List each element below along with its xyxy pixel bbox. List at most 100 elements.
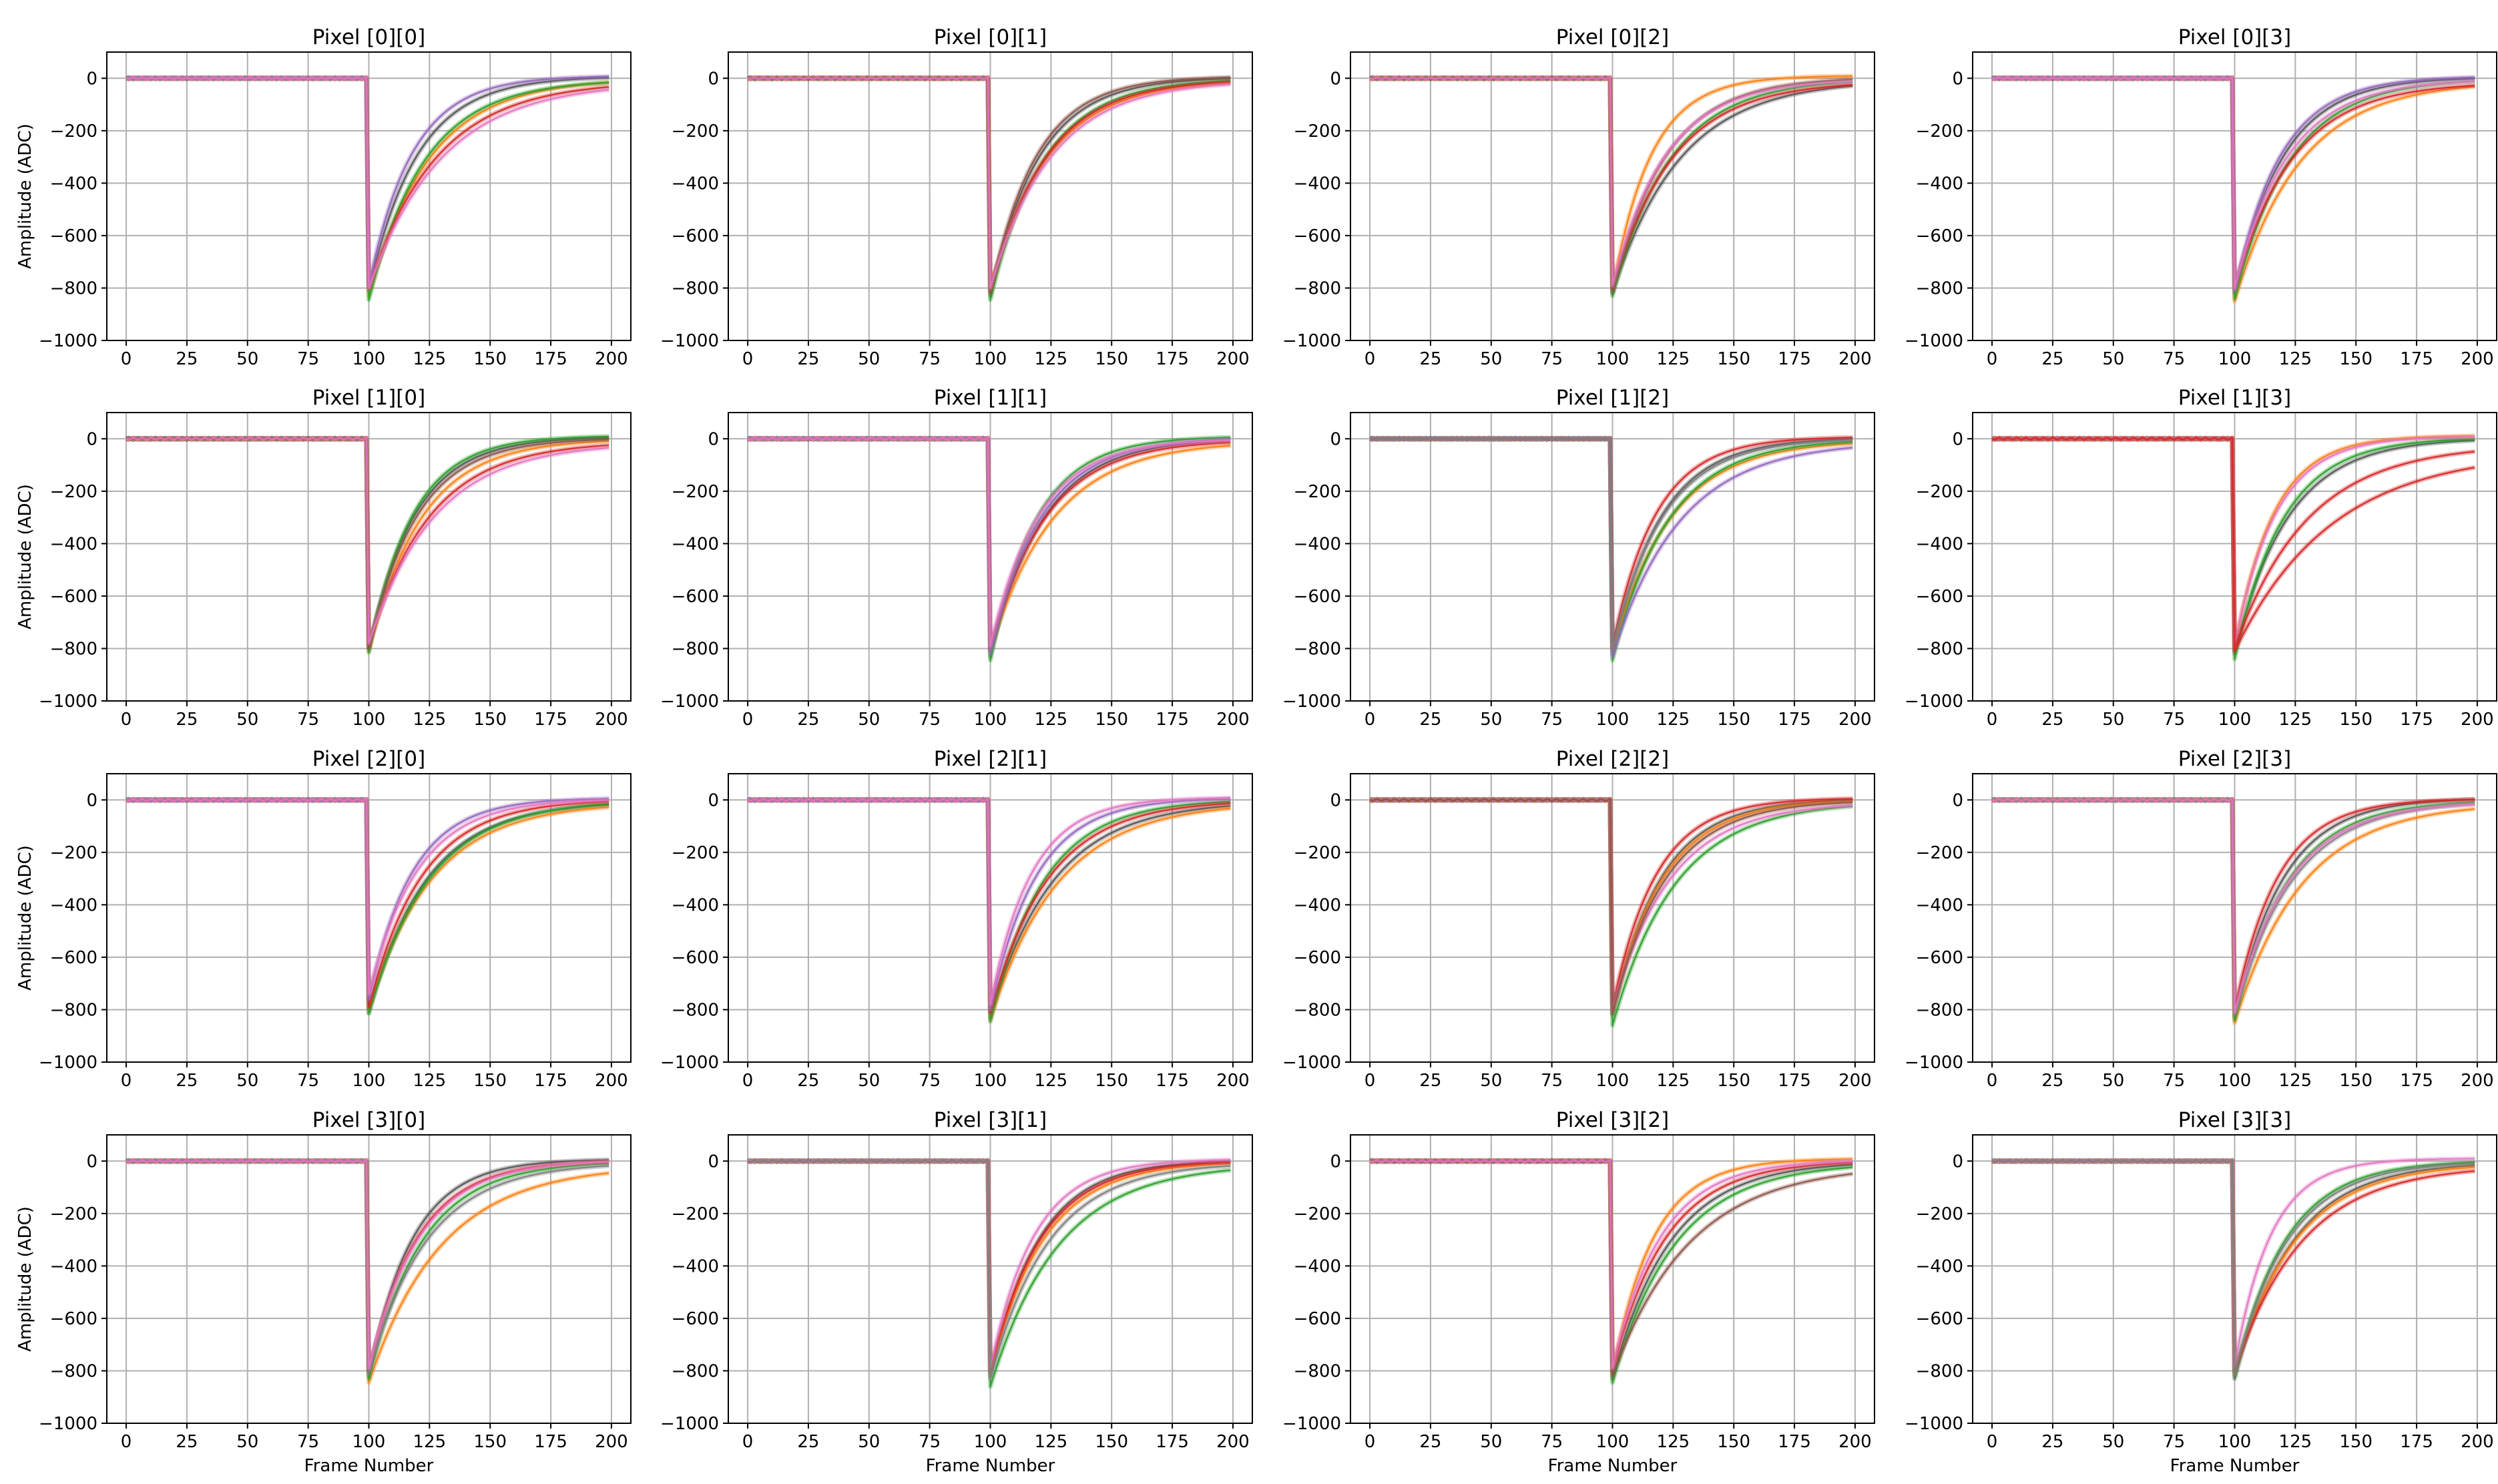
- y-tick-label: −200: [1916, 121, 1963, 142]
- x-tick-label: 50: [2102, 1071, 2124, 1091]
- x-tick-label: 150: [1717, 349, 1750, 369]
- x-tick-label: 100: [352, 349, 386, 369]
- x-tick-label: 25: [1419, 710, 1441, 730]
- x-tick-label: 125: [413, 349, 447, 369]
- subplot-title: Pixel [1][0]: [312, 386, 425, 410]
- x-tick-label: 0: [742, 349, 754, 369]
- x-tick-label: 100: [1596, 1071, 1630, 1091]
- y-tick-label: −400: [672, 534, 719, 554]
- x-tick-label: 100: [974, 710, 1007, 730]
- subplot-title: Pixel [0][3]: [2178, 25, 2291, 49]
- x-tick-label: 50: [2102, 710, 2124, 730]
- series-group: [1368, 796, 1853, 1028]
- y-tick-label: −800: [1916, 278, 1963, 298]
- y-tick-label: −200: [672, 121, 719, 142]
- y-tick-label: 0: [1952, 429, 1963, 449]
- x-tick-label: 25: [176, 349, 198, 369]
- series-group: [1991, 75, 2475, 304]
- y-tick-label: −400: [672, 895, 719, 915]
- x-tick-label: 150: [2339, 1071, 2372, 1091]
- subplot-title: Pixel [3][1]: [934, 1108, 1047, 1132]
- x-tick-label: 75: [919, 710, 941, 730]
- y-tick-label: −800: [1294, 1361, 1341, 1381]
- x-tick-label: 50: [858, 1432, 880, 1452]
- y-tick-label: 0: [1330, 1152, 1341, 1172]
- x-tick-label: 25: [797, 1071, 819, 1091]
- y-tick-label: −600: [672, 1309, 719, 1329]
- subplot-2-3: 0 25 50 75 100 125 150 175 200 0 −200 −400 −600 −800 −…: [1905, 747, 2497, 1091]
- y-tick-label: −1000: [1905, 1414, 1963, 1434]
- y-tick-label: −400: [672, 1256, 719, 1276]
- x-tick-label: 175: [534, 349, 567, 369]
- subplot-title: Pixel [1][1]: [934, 386, 1047, 410]
- x-tick-label: 175: [1156, 710, 1189, 730]
- x-tick-label: 50: [2102, 349, 2124, 369]
- y-tick-label: −200: [672, 482, 719, 502]
- series-line: [1991, 437, 2475, 650]
- x-tick-label: 100: [2218, 710, 2252, 730]
- subplot-0-2: 0 25 50 75 100 125 150 175 200 0 −200 −400 −600 −800 −…: [1282, 25, 1875, 369]
- series-line: [747, 1159, 1231, 1380]
- series-group: [746, 75, 1231, 302]
- x-tick-label: 50: [236, 349, 258, 369]
- x-tick-label: 150: [473, 1071, 507, 1091]
- x-tick-label: 75: [297, 710, 319, 730]
- x-tick-label: 0: [742, 1071, 754, 1091]
- series-line: [747, 76, 1231, 289]
- x-tick-label: 150: [473, 710, 507, 730]
- y-tick-label: −200: [50, 482, 97, 502]
- y-tick-label: 0: [1330, 69, 1341, 89]
- x-tick-label: 175: [1156, 1432, 1189, 1452]
- x-tick-label: 175: [1156, 349, 1189, 369]
- x-tick-label: 25: [2041, 1432, 2063, 1452]
- x-tick-label: 200: [2461, 710, 2494, 730]
- series-group: [1368, 73, 1853, 298]
- x-tick-label: 125: [413, 1071, 447, 1091]
- x-tick-label: 175: [2400, 1432, 2433, 1452]
- subplot-2-2: 0 25 50 75 100 125 150 175 200 0 −200 −400 −600 −800 −…: [1282, 747, 1875, 1091]
- y-tick-label: −400: [1294, 174, 1341, 194]
- x-tick-label: 100: [974, 1071, 1007, 1091]
- y-tick-label: −1000: [39, 331, 97, 351]
- x-tick-label: 75: [1541, 349, 1563, 369]
- subplot-1-2: 0 25 50 75 100 125 150 175 200 0 −200 −400 −600 −800 −…: [1282, 386, 1875, 730]
- x-tick-label: 50: [2102, 1432, 2124, 1452]
- x-tick-label: 175: [534, 1432, 567, 1452]
- x-tick-label: 150: [1095, 1432, 1128, 1452]
- x-tick-label: 25: [1419, 1071, 1441, 1091]
- y-tick-label: −200: [50, 1204, 97, 1224]
- x-tick-label: 125: [1035, 349, 1068, 369]
- subplot-title: Pixel [3][2]: [1556, 1108, 1669, 1132]
- x-tick-label: 75: [919, 349, 941, 369]
- x-tick-label: 175: [2400, 710, 2433, 730]
- x-tick-label: 0: [121, 349, 132, 369]
- x-tick-label: 50: [858, 1071, 880, 1091]
- x-tick-label: 0: [742, 710, 754, 730]
- x-tick-label: 75: [1541, 710, 1563, 730]
- x-tick-label: 25: [1419, 349, 1441, 369]
- y-tick-label: −600: [672, 226, 719, 246]
- x-tick-label: 75: [2163, 1432, 2185, 1452]
- x-tick-label: 200: [2461, 1071, 2494, 1091]
- x-tick-label: 100: [352, 1432, 386, 1452]
- y-tick-label: −600: [1916, 948, 1963, 968]
- x-tick-label: 100: [1596, 349, 1630, 369]
- x-tick-label: 200: [1216, 349, 1250, 369]
- y-tick-label: −800: [50, 1000, 97, 1020]
- subplot-3-1: 0 25 50 75 100 125 150 175 200 0 −200 −400 −600 −800 −…: [660, 1108, 1253, 1476]
- x-tick-label: 125: [413, 1432, 447, 1452]
- y-tick-label: −600: [1294, 587, 1341, 607]
- y-tick-label: −800: [50, 1361, 97, 1381]
- series-line: [1369, 1159, 1853, 1369]
- y-tick-label: 0: [86, 1152, 97, 1172]
- series-group: [746, 1157, 1231, 1389]
- y-tick-label: −600: [1916, 226, 1963, 246]
- y-tick-label: −400: [1294, 534, 1341, 554]
- y-tick-label: −1000: [39, 1053, 97, 1073]
- x-tick-label: 25: [797, 349, 819, 369]
- y-tick-label: −200: [50, 121, 97, 142]
- x-tick-label: 50: [1480, 1432, 1502, 1452]
- y-tick-label: −800: [50, 278, 97, 298]
- x-tick-label: 125: [413, 710, 447, 730]
